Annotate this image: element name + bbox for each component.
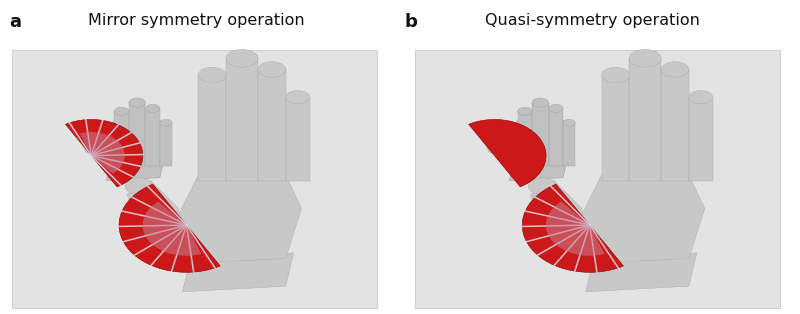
- Ellipse shape: [602, 67, 630, 83]
- Text: a: a: [10, 13, 22, 30]
- Polygon shape: [630, 58, 661, 181]
- Ellipse shape: [198, 67, 226, 83]
- Polygon shape: [102, 120, 168, 166]
- Polygon shape: [106, 160, 164, 181]
- Ellipse shape: [563, 119, 575, 126]
- Polygon shape: [119, 184, 220, 272]
- Ellipse shape: [114, 107, 129, 115]
- Polygon shape: [546, 202, 605, 256]
- Polygon shape: [549, 108, 563, 166]
- Polygon shape: [530, 181, 586, 250]
- Ellipse shape: [518, 107, 532, 115]
- Polygon shape: [510, 160, 567, 181]
- Ellipse shape: [160, 119, 172, 126]
- Ellipse shape: [549, 104, 563, 112]
- Polygon shape: [160, 123, 172, 166]
- Polygon shape: [522, 184, 623, 272]
- Polygon shape: [80, 132, 125, 174]
- Polygon shape: [142, 202, 202, 256]
- Polygon shape: [506, 120, 571, 166]
- FancyBboxPatch shape: [12, 50, 377, 308]
- Polygon shape: [129, 103, 146, 166]
- Polygon shape: [258, 69, 286, 181]
- Ellipse shape: [630, 49, 661, 67]
- Polygon shape: [66, 120, 143, 187]
- Polygon shape: [198, 75, 226, 181]
- Polygon shape: [146, 108, 160, 166]
- Ellipse shape: [532, 98, 549, 107]
- Polygon shape: [182, 253, 294, 292]
- Ellipse shape: [661, 62, 689, 77]
- Text: Mirror symmetry operation: Mirror symmetry operation: [88, 13, 304, 28]
- Ellipse shape: [258, 62, 286, 77]
- FancyBboxPatch shape: [415, 50, 780, 308]
- Polygon shape: [226, 58, 258, 181]
- Polygon shape: [578, 175, 705, 264]
- Ellipse shape: [129, 98, 146, 107]
- Ellipse shape: [125, 178, 153, 194]
- Text: b: b: [404, 13, 417, 30]
- Polygon shape: [518, 111, 532, 166]
- Polygon shape: [78, 123, 106, 159]
- Polygon shape: [286, 97, 310, 181]
- Polygon shape: [481, 123, 510, 159]
- Polygon shape: [602, 75, 630, 181]
- Text: Quasi-symmetry operation: Quasi-symmetry operation: [485, 13, 699, 28]
- Polygon shape: [563, 123, 575, 166]
- Polygon shape: [532, 103, 549, 166]
- Polygon shape: [586, 253, 697, 292]
- Ellipse shape: [226, 49, 258, 67]
- Ellipse shape: [689, 90, 713, 104]
- Polygon shape: [689, 97, 713, 181]
- Ellipse shape: [286, 90, 310, 104]
- Polygon shape: [661, 69, 689, 181]
- Ellipse shape: [146, 104, 160, 112]
- Ellipse shape: [528, 178, 556, 194]
- Polygon shape: [114, 111, 129, 166]
- Polygon shape: [469, 120, 546, 187]
- Polygon shape: [174, 175, 302, 264]
- Polygon shape: [127, 181, 182, 250]
